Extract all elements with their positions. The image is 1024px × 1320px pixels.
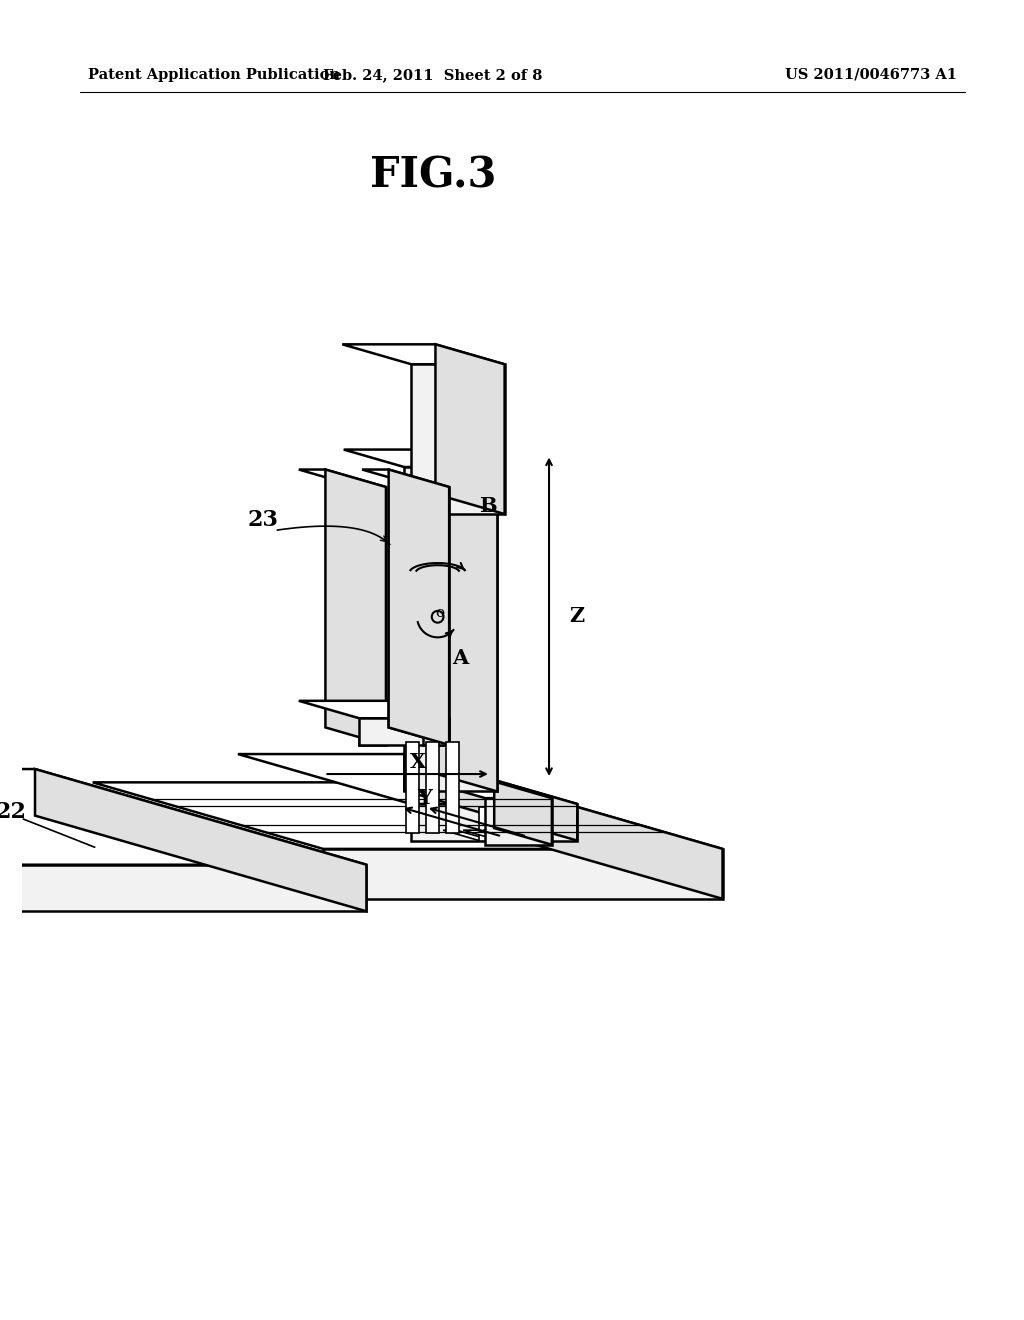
Polygon shape: [299, 470, 386, 487]
Text: Z: Z: [569, 606, 584, 626]
Polygon shape: [407, 742, 420, 833]
Polygon shape: [0, 770, 367, 865]
Polygon shape: [92, 783, 723, 849]
Polygon shape: [411, 804, 578, 841]
Polygon shape: [389, 470, 450, 744]
Polygon shape: [412, 364, 505, 513]
Text: Feb. 24, 2011  Sheet 2 of 8: Feb. 24, 2011 Sheet 2 of 8: [324, 67, 543, 82]
Polygon shape: [326, 470, 386, 744]
Polygon shape: [499, 808, 512, 841]
Polygon shape: [324, 849, 723, 899]
Polygon shape: [443, 830, 493, 841]
Polygon shape: [426, 742, 439, 833]
Text: 22: 22: [0, 801, 26, 824]
Polygon shape: [437, 450, 498, 792]
Polygon shape: [423, 487, 450, 744]
Text: X: X: [410, 752, 426, 772]
Polygon shape: [479, 808, 493, 841]
Polygon shape: [389, 701, 450, 744]
Text: o: o: [435, 606, 444, 620]
Polygon shape: [342, 345, 505, 364]
Polygon shape: [519, 808, 532, 841]
Polygon shape: [463, 830, 512, 841]
Polygon shape: [446, 742, 460, 833]
Polygon shape: [362, 470, 450, 487]
Polygon shape: [359, 487, 386, 744]
Polygon shape: [428, 781, 552, 799]
Polygon shape: [344, 450, 498, 467]
Text: 23: 23: [248, 510, 279, 531]
Polygon shape: [359, 718, 450, 744]
Polygon shape: [485, 799, 552, 845]
Polygon shape: [238, 754, 578, 804]
Polygon shape: [492, 783, 723, 899]
Text: US 2011/0046773 A1: US 2011/0046773 A1: [785, 67, 957, 82]
Polygon shape: [17, 865, 367, 911]
Text: Y: Y: [418, 788, 432, 808]
Polygon shape: [495, 781, 552, 845]
Polygon shape: [35, 770, 367, 911]
Text: Patent Application Publication: Patent Application Publication: [88, 67, 340, 82]
Polygon shape: [435, 345, 505, 513]
Text: FIG.3: FIG.3: [370, 154, 496, 197]
Polygon shape: [299, 701, 450, 718]
Text: B: B: [479, 496, 497, 516]
Text: A: A: [453, 648, 469, 668]
Polygon shape: [404, 754, 578, 841]
Polygon shape: [404, 467, 498, 792]
Polygon shape: [483, 830, 532, 841]
